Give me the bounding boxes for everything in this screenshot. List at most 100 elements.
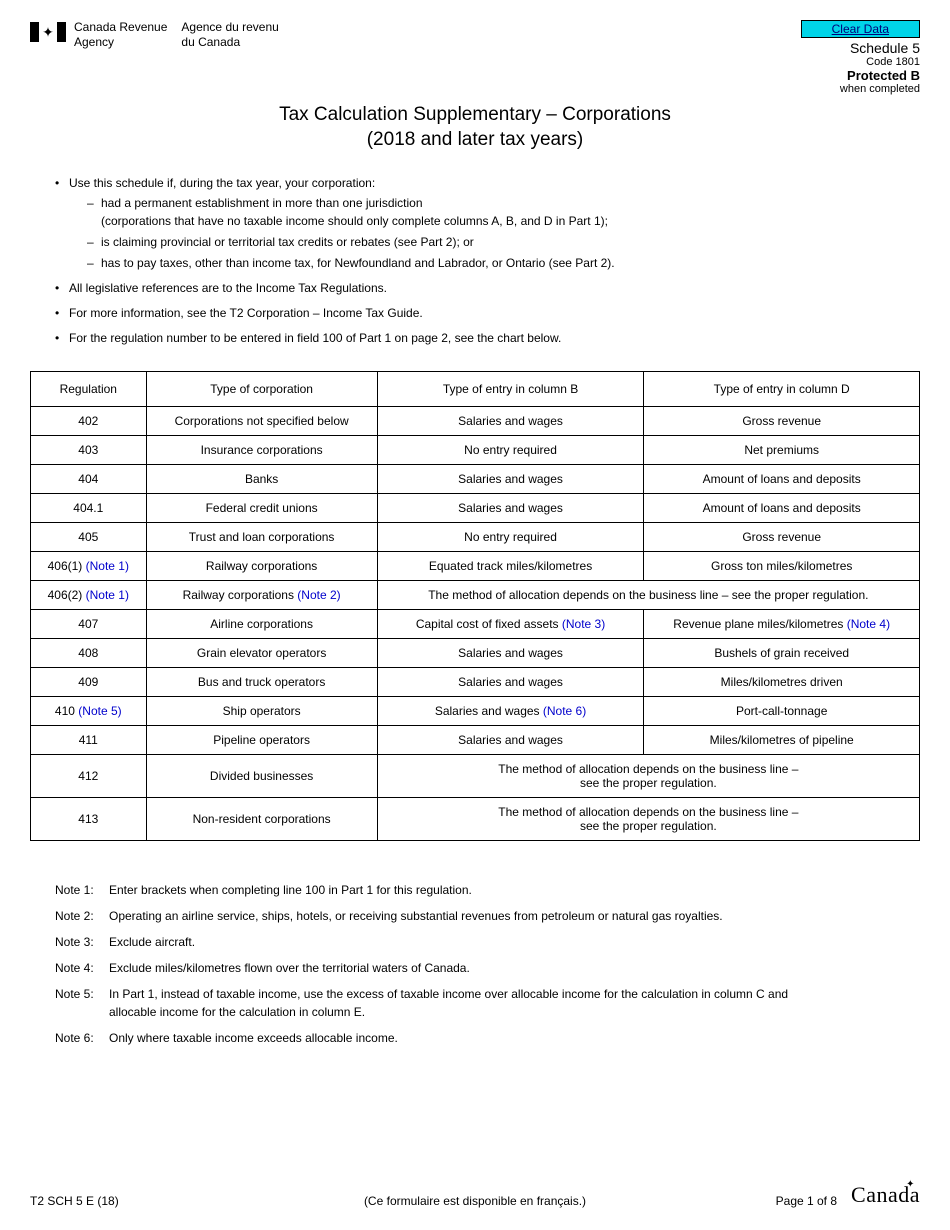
- cell-regulation: 406(2) (Note 1): [31, 581, 147, 610]
- note-row: Note 3:Exclude aircraft.: [55, 933, 895, 951]
- agency-en-1: Canada Revenue: [74, 20, 167, 34]
- cell-corp-type: Divided businesses: [146, 755, 377, 798]
- cell-regulation: 409: [31, 668, 147, 697]
- cell-merged: The method of allocation depends on the …: [377, 755, 919, 798]
- table-row: 404.1Federal credit unionsSalaries and w…: [31, 494, 920, 523]
- header-left: ✦ Canada Revenue Agency Agence du revenu…: [30, 20, 279, 50]
- cell-merged: The method of allocation depends on the …: [377, 798, 919, 841]
- note-label: Note 5:: [55, 985, 109, 1021]
- cell-col-b: Salaries and wages: [377, 407, 644, 436]
- cell-regulation: 412: [31, 755, 147, 798]
- agency-fr-2: du Canada: [181, 35, 240, 49]
- protected-label: Protected B: [801, 68, 920, 83]
- page-title: Tax Calculation Supplementary – Corporat…: [30, 103, 920, 152]
- note-label: Note 4:: [55, 959, 109, 977]
- table-row: 402Corporations not specified belowSalar…: [31, 407, 920, 436]
- cell-col-b: Salaries and wages: [377, 726, 644, 755]
- intro-s3: has to pay taxes, other than income tax,…: [87, 254, 900, 272]
- note-row: Note 1:Enter brackets when completing li…: [55, 881, 895, 899]
- canada-flag-icon: ✦: [30, 22, 66, 42]
- notes-section: Note 1:Enter brackets when completing li…: [55, 881, 895, 1047]
- cell-col-b: Salaries and wages: [377, 465, 644, 494]
- cell-corp-type: Grain elevator operators: [146, 639, 377, 668]
- intro-b2: All legislative references are to the In…: [55, 279, 900, 297]
- cell-corp-type: Federal credit unions: [146, 494, 377, 523]
- table-row: 408Grain elevator operatorsSalaries and …: [31, 639, 920, 668]
- note-label: Note 6:: [55, 1029, 109, 1047]
- cell-col-b: Equated track miles/kilometres: [377, 552, 644, 581]
- th-regulation: Regulation: [31, 372, 147, 407]
- cell-col-d: Net premiums: [644, 436, 920, 465]
- cell-regulation: 410 (Note 5): [31, 697, 147, 726]
- note-row: Note 2:Operating an airline service, shi…: [55, 907, 895, 925]
- cell-regulation: 408: [31, 639, 147, 668]
- cell-col-d: Amount of loans and deposits: [644, 494, 920, 523]
- cell-col-b: Capital cost of fixed assets (Note 3): [377, 610, 644, 639]
- cell-col-d: Bushels of grain received: [644, 639, 920, 668]
- cell-corp-type: Trust and loan corporations: [146, 523, 377, 552]
- cell-regulation: 404.1: [31, 494, 147, 523]
- th-type-corp: Type of corporation: [146, 372, 377, 407]
- intro-b1: Use this schedule if, during the tax yea…: [69, 176, 375, 190]
- table-row: 406(1) (Note 1)Railway corporationsEquat…: [31, 552, 920, 581]
- cell-col-d: Gross revenue: [644, 523, 920, 552]
- table-row: 413Non-resident corporationsThe method o…: [31, 798, 920, 841]
- cell-col-d: Miles/kilometres driven: [644, 668, 920, 697]
- note-row: Note 4:Exclude miles/kilometres flown ov…: [55, 959, 895, 977]
- cell-regulation: 406(1) (Note 1): [31, 552, 147, 581]
- intro-text: Use this schedule if, during the tax yea…: [55, 174, 900, 347]
- note-text: In Part 1, instead of taxable income, us…: [109, 985, 809, 1021]
- code-label: Code 1801: [801, 56, 920, 68]
- clear-data-button[interactable]: Clear Data: [801, 20, 920, 38]
- when-completed-label: when completed: [801, 83, 920, 95]
- cell-corp-type: Bus and truck operators: [146, 668, 377, 697]
- note-text: Operating an airline service, ships, hot…: [109, 907, 809, 925]
- note-text: Only where taxable income exceeds alloca…: [109, 1029, 809, 1047]
- cell-regulation: 403: [31, 436, 147, 465]
- cell-corp-type: Railway corporations: [146, 552, 377, 581]
- french-note: (Ce formulaire est disponible en françai…: [30, 1194, 920, 1208]
- cell-col-b: No entry required: [377, 523, 644, 552]
- agency-fr-1: Agence du revenu: [181, 20, 278, 34]
- schedule-label: Schedule 5: [801, 40, 920, 56]
- cell-regulation: 404: [31, 465, 147, 494]
- table-row: 409Bus and truck operatorsSalaries and w…: [31, 668, 920, 697]
- cell-col-b: Salaries and wages: [377, 494, 644, 523]
- cell-corp-type: Insurance corporations: [146, 436, 377, 465]
- note-label: Note 1:: [55, 881, 109, 899]
- note-text: Exclude aircraft.: [109, 933, 809, 951]
- cell-col-d: Port-call-tonnage: [644, 697, 920, 726]
- note-row: Note 6:Only where taxable income exceeds…: [55, 1029, 895, 1047]
- agency-en-2: Agency: [74, 35, 114, 49]
- cell-corp-type: Airline corporations: [146, 610, 377, 639]
- cell-col-b: Salaries and wages: [377, 639, 644, 668]
- cell-corp-type: Ship operators: [146, 697, 377, 726]
- th-col-b: Type of entry in column B: [377, 372, 644, 407]
- cell-corp-type: Pipeline operators: [146, 726, 377, 755]
- table-row: 406(2) (Note 1)Railway corporations (Not…: [31, 581, 920, 610]
- table-row: 405Trust and loan corporationsNo entry r…: [31, 523, 920, 552]
- cell-corp-type: Banks: [146, 465, 377, 494]
- title-line2: (2018 and later tax years): [367, 129, 584, 150]
- table-row: 411Pipeline operatorsSalaries and wagesM…: [31, 726, 920, 755]
- table-header-row: Regulation Type of corporation Type of e…: [31, 372, 920, 407]
- title-line1: Tax Calculation Supplementary – Corporat…: [279, 104, 671, 125]
- note-text: Enter brackets when completing line 100 …: [109, 881, 809, 899]
- cell-col-b: Salaries and wages (Note 6): [377, 697, 644, 726]
- cell-col-d: Revenue plane miles/kilometres (Note 4): [644, 610, 920, 639]
- cell-col-d: Gross revenue: [644, 407, 920, 436]
- intro-b3: For more information, see the T2 Corpora…: [55, 304, 900, 322]
- cell-corp-type: Railway corporations (Note 2): [146, 581, 377, 610]
- header-right: Clear Data Schedule 5 Code 1801 Protecte…: [801, 20, 920, 95]
- cell-corp-type: Non-resident corporations: [146, 798, 377, 841]
- th-col-d: Type of entry in column D: [644, 372, 920, 407]
- intro-s2: is claiming provincial or territorial ta…: [87, 233, 900, 251]
- note-label: Note 2:: [55, 907, 109, 925]
- regulation-table: Regulation Type of corporation Type of e…: [30, 371, 920, 841]
- canada-wordmark: Canada✦: [851, 1182, 920, 1208]
- cell-regulation: 407: [31, 610, 147, 639]
- table-row: 404BanksSalaries and wagesAmount of loan…: [31, 465, 920, 494]
- cell-merged: The method of allocation depends on the …: [377, 581, 919, 610]
- page-footer: T2 SCH 5 E (18) (Ce formulaire est dispo…: [30, 1182, 920, 1208]
- note-row: Note 5:In Part 1, instead of taxable inc…: [55, 985, 895, 1021]
